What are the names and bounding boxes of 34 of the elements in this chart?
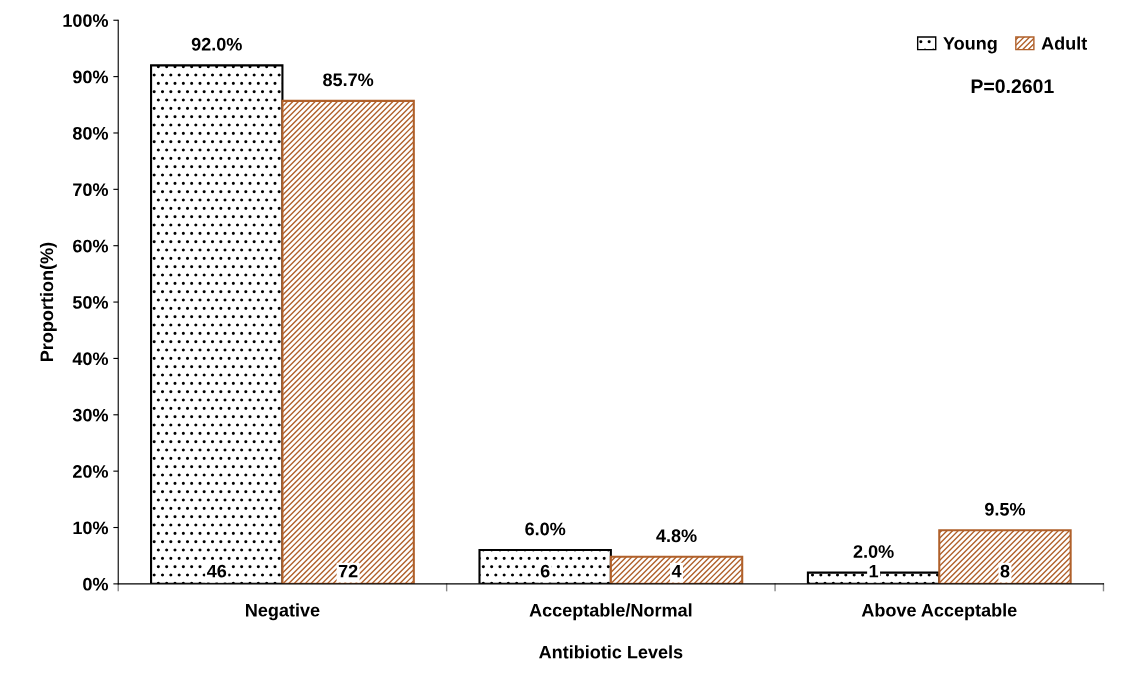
bar <box>609 555 744 584</box>
y-tick-label: 80% <box>72 126 109 140</box>
annotation: 1 <box>869 564 879 578</box>
y-tick-label: 70% <box>73 183 109 197</box>
annotation: 8 <box>1000 564 1010 578</box>
y-tick-label: 100% <box>63 14 109 27</box>
data-label: 9.5% <box>985 502 1026 516</box>
y-tick-label: 90% <box>73 70 109 84</box>
data-label: 4.8% <box>656 529 697 543</box>
x-tick-label: Above Acceptable <box>861 603 1017 621</box>
bar <box>938 529 1072 584</box>
annotation: P=0.2601 <box>971 79 1054 94</box>
legend-label: Young <box>943 37 997 54</box>
data-label: 6.0% <box>525 522 566 536</box>
bar <box>281 99 415 584</box>
y-tick-label: 20% <box>73 465 109 478</box>
y-axis-title: Proportion(%) <box>39 242 57 362</box>
x-tick-label: Negative <box>246 603 320 621</box>
data-label: 2.0% <box>853 545 894 558</box>
y-tick-label: 50% <box>72 296 109 309</box>
data-label: 92.0% <box>191 37 242 51</box>
y-tick-label: 40% <box>72 352 109 366</box>
x-tick-label: Acceptable/Normal <box>529 603 692 621</box>
y-tick-label: 30% <box>72 408 109 422</box>
annotation: 4 <box>671 564 682 578</box>
legend-label: Adult <box>1041 36 1088 50</box>
annotation: 6 <box>540 564 550 578</box>
y-tick-label: 10% <box>73 521 109 535</box>
annotation: 72 <box>338 564 358 578</box>
y-tick-label: 0% <box>83 577 109 591</box>
annotation: 46 <box>206 564 227 578</box>
y-tick-label: 60% <box>73 239 109 253</box>
data-label: 85.7% <box>323 73 374 87</box>
x-axis-title: Antibiotic Levels <box>539 645 683 659</box>
